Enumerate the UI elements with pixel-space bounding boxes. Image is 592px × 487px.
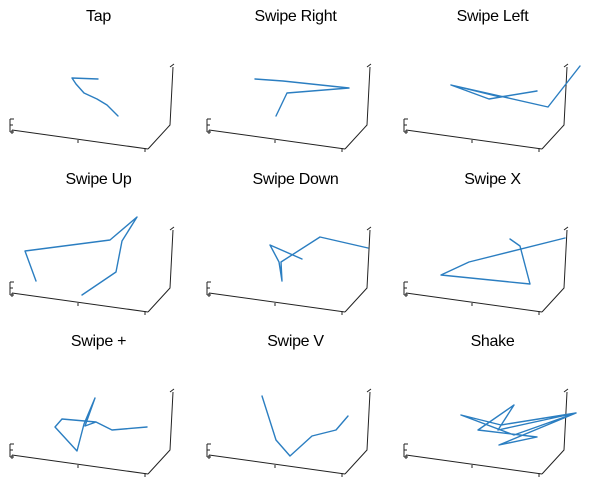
panel-title: Swipe Down [252,171,339,188]
gesture-panel: Tap [0,0,197,162]
panel-title: Swipe Left [456,8,529,25]
panel-title: Swipe + [70,333,127,350]
gesture-panel: Swipe Down [197,163,394,325]
gesture-plot [403,63,581,152]
gesture-plot [206,388,372,477]
gesture-trace [261,395,349,457]
axis-line [563,63,569,68]
axis-line [11,129,149,150]
axis-line [541,391,568,475]
gesture-plot [9,388,175,477]
gesture-trace [24,216,138,296]
gesture-panel: Shake [394,325,591,487]
gesture-trace [71,77,119,117]
axis-line [147,229,174,313]
panel-title: Swipe Right [254,8,337,25]
panel-title: Tap [86,8,111,25]
axis-line [169,388,175,393]
axis-line [405,454,543,475]
axis-line [208,129,346,150]
axis-line [208,454,346,475]
gesture-panel: Swipe Up [0,163,197,325]
gesture-plot [403,388,577,477]
axis-line [541,229,568,313]
axis-line [147,391,174,475]
axis-line [563,226,569,231]
axis-line [169,63,175,68]
axis-line [147,66,174,150]
axis-line [208,292,346,313]
panel-title: Swipe X [464,171,521,188]
axis-line [366,226,372,231]
panel-title: Shake [470,333,515,350]
gesture-trace [269,236,369,282]
gesture-trace [440,237,566,285]
axis-line [169,226,175,231]
gesture-plot [206,63,372,152]
axis-line [405,292,543,313]
gesture-panel: Swipe Right [197,0,394,162]
axis-line [344,66,371,150]
gesture-trace [450,65,581,108]
panel-title: Swipe V [267,333,324,350]
gesture-plot [206,226,372,315]
axis-line [366,63,372,68]
gesture-trace [254,78,350,117]
gesture-panel: Swipe V [197,325,394,487]
gesture-plot [9,63,175,152]
axis-line [405,129,543,150]
gesture-trace [54,397,148,452]
gesture-panel: Swipe Left [394,0,591,162]
axis-line [11,292,149,313]
gesture-plot [403,226,569,315]
gesture-trace [460,404,577,446]
axis-line [344,391,371,475]
gesture-panel: Swipe X [394,163,591,325]
axis-line [563,388,569,393]
axis-line [366,388,372,393]
gesture-panel: Swipe + [0,325,197,487]
axis-line [541,66,568,150]
axis-line [344,229,371,313]
panel-title: Swipe Up [65,171,132,188]
axis-line [11,454,149,475]
gesture-plot [9,216,175,315]
